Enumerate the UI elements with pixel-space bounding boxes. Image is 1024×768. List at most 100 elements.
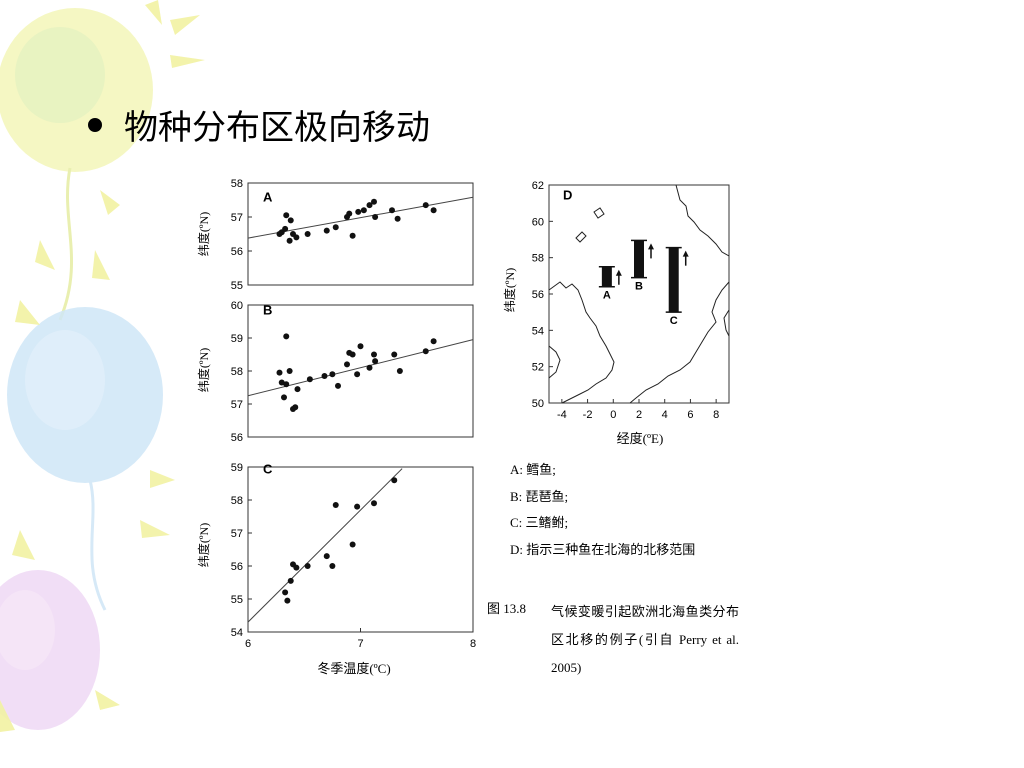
panel-c-xlabel: 冬季温度(ºC)	[317, 661, 390, 676]
panel-a-letter: A	[263, 190, 273, 205]
data-point	[276, 369, 283, 376]
arrow-head-icon	[648, 243, 654, 250]
data-point	[283, 381, 290, 388]
data-point	[292, 404, 299, 411]
trend-line	[247, 468, 403, 623]
data-point	[422, 202, 429, 209]
data-point	[349, 351, 356, 358]
balloon-decor-yellow	[0, 8, 153, 321]
data-point	[357, 343, 364, 350]
xtick-label: 8	[713, 409, 719, 421]
ytick-label: 55	[231, 280, 243, 292]
data-point	[391, 351, 398, 358]
panel-a-yticks: 58 57 56 55	[231, 178, 252, 292]
data-point	[321, 372, 328, 379]
data-point	[422, 348, 429, 355]
panel-d-letter: D	[563, 188, 572, 203]
ytick-label: 56	[231, 432, 243, 444]
ytick-label: 60	[231, 300, 243, 312]
data-point	[283, 333, 290, 340]
panel-b-ylabel: 纬度(ºN)	[196, 348, 211, 392]
slide-title: 物种分布区极向移动	[88, 100, 430, 149]
ytick-label: 57	[231, 212, 243, 224]
data-point	[355, 208, 362, 215]
data-point	[332, 501, 339, 508]
ytick-label: 58	[231, 178, 243, 190]
legend-b: B: 琵琶鱼;	[510, 489, 569, 504]
data-point	[304, 563, 311, 569]
data-point	[371, 351, 377, 358]
xtick-label: 6	[687, 409, 693, 421]
xtick-label: -4	[557, 409, 567, 421]
ytick-label: 57	[231, 399, 243, 411]
data-point	[332, 224, 339, 231]
ytick-label: 56	[231, 246, 243, 258]
ytick-label: 55	[231, 594, 243, 606]
range-bar-a	[601, 266, 612, 287]
panel-d: D 62 60 58 56 54 52 50 -4 -2 0 2 4 6 8 A B C 纬度(ºN) 经度…	[502, 180, 730, 446]
data-point	[281, 394, 287, 401]
ytick-label: 60	[532, 216, 544, 228]
data-point	[344, 361, 350, 368]
legend-d: D: 指示三种鱼在北海的北移范围	[510, 542, 696, 557]
ytick-label: 62	[532, 180, 544, 192]
data-point	[354, 503, 361, 510]
xtick-label: 7	[357, 638, 363, 650]
data-point	[394, 215, 401, 222]
ytick-label: 59	[231, 333, 243, 345]
ytick-label: 50	[532, 398, 544, 410]
data-point	[293, 564, 300, 571]
data-point	[372, 358, 379, 365]
panel-b-yticks: 60 59 58 57 56	[231, 300, 252, 444]
panel-d-xlabel: 经度(ºE)	[617, 431, 664, 446]
ytick-label: 58	[231, 366, 243, 378]
data-point	[323, 553, 330, 560]
data-point	[278, 379, 285, 386]
ytick-label: 54	[532, 325, 544, 337]
balloon-decor-blue	[7, 307, 163, 611]
ytick-label: 59	[231, 462, 243, 474]
xtick-label: 0	[610, 409, 616, 421]
legend-c: C: 三鳍鲋;	[510, 515, 569, 530]
ytick-label: 52	[532, 362, 544, 374]
data-point	[346, 210, 353, 217]
data-point	[287, 217, 294, 224]
data-point	[282, 225, 289, 232]
panel-a-points	[276, 198, 437, 244]
panel-c-yticks: 59 58 57 56 55 54	[231, 462, 252, 639]
slide-title-text: 物种分布区极向移动	[124, 108, 430, 148]
data-point	[335, 382, 341, 389]
panel-c-ylabel: 纬度(ºN)	[196, 523, 211, 567]
data-point	[349, 232, 356, 239]
data-point	[282, 589, 289, 596]
ytick-label: 57	[231, 528, 243, 540]
data-point	[360, 207, 367, 214]
data-point	[430, 207, 437, 214]
panel-d-yticks: 62 60 58 56 54 52 50	[532, 180, 553, 410]
xtick-label: 2	[636, 409, 642, 421]
ytick-label: 58	[231, 495, 243, 507]
arrow-head-icon	[682, 250, 689, 257]
data-point	[396, 368, 403, 374]
panel-c-xticks: 6 7 8	[245, 628, 476, 650]
data-point	[329, 563, 336, 569]
data-point	[286, 237, 293, 244]
data-point	[430, 338, 437, 345]
panel-b: B 60 59 58 57 56 纬度(ºN)	[196, 300, 474, 444]
sunburst-decor	[0, 0, 205, 732]
coastline-map	[548, 184, 730, 404]
data-point	[391, 477, 398, 484]
data-point	[372, 214, 379, 220]
range-bar-b	[634, 240, 644, 278]
arrow-head-icon	[615, 269, 622, 276]
legend-a: A: 鳕鱼;	[510, 462, 556, 477]
xtick-label: 8	[470, 638, 476, 650]
panel-b-points	[276, 333, 437, 412]
data-point	[329, 371, 336, 378]
range-bar-c	[668, 247, 679, 313]
panel-d-ylabel: 纬度(ºN)	[502, 268, 517, 312]
caption-number: 图 13.8	[487, 601, 527, 616]
range-bar-label: B	[635, 281, 643, 293]
